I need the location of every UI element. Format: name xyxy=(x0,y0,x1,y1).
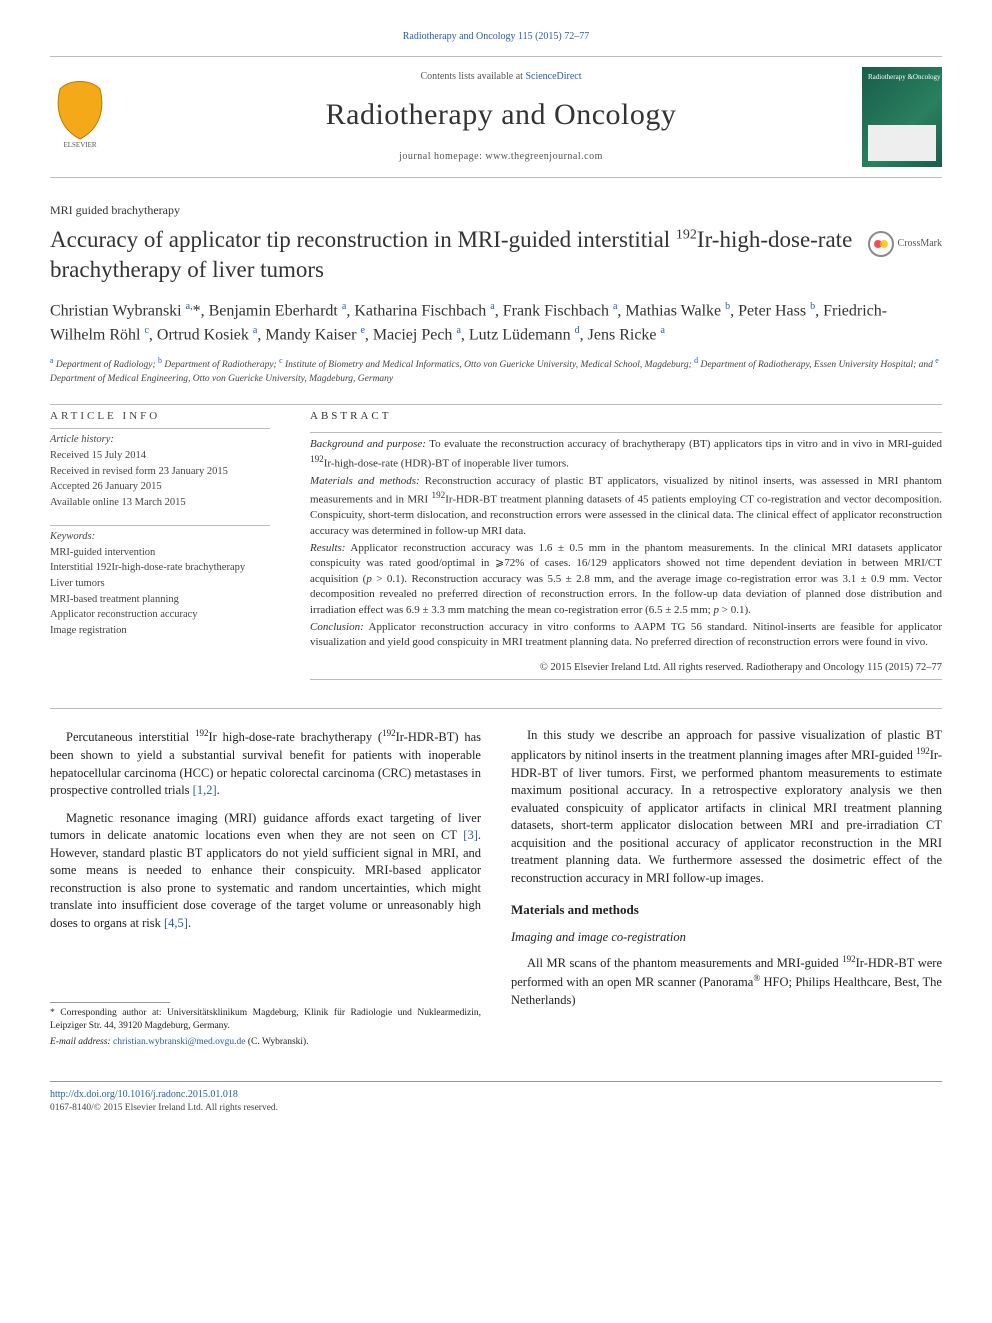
abstract: ABSTRACT Background and purpose: To eval… xyxy=(310,409,942,684)
history-item: Received 15 July 2014 xyxy=(50,449,270,464)
affiliations: a Department of Radiology; b Department … xyxy=(50,355,942,386)
abstract-paragraph: Conclusion: Applicator reconstruction ac… xyxy=(310,620,942,651)
keyword: Applicator reconstruction accuracy xyxy=(50,608,270,623)
svg-text:ELSEVIER: ELSEVIER xyxy=(63,141,96,149)
history-item: Received in revised form 23 January 2015 xyxy=(50,465,270,480)
doi-link[interactable]: http://dx.doi.org/10.1016/j.radonc.2015.… xyxy=(50,1089,238,1100)
abstract-paragraph: Materials and methods: Reconstruction ac… xyxy=(310,474,942,539)
article-info-heading: ARTICLE INFO xyxy=(50,409,270,424)
issn-copyright-line: 0167-8140/© 2015 Elsevier Ireland Ltd. A… xyxy=(50,1103,278,1113)
history-label: Article history: xyxy=(50,433,270,448)
history-item: Available online 13 March 2015 xyxy=(50,496,270,511)
journal-homepage-line: journal homepage: www.thegreenjournal.co… xyxy=(140,150,862,164)
keyword: Interstitial 192Ir-high-dose-rate brachy… xyxy=(50,561,270,576)
footnote-separator xyxy=(50,1002,170,1003)
body-column-right: In this study we describe an approach fo… xyxy=(511,727,942,1051)
keyword: MRI-based treatment planning xyxy=(50,593,270,608)
body-column-left: Percutaneous interstitial 192Ir high-dos… xyxy=(50,727,481,1051)
corresponding-author-footnote: * Corresponding author at: Universitätsk… xyxy=(50,1007,481,1034)
homepage-url: www.thegreenjournal.com xyxy=(485,151,602,162)
body-paragraph: Percutaneous interstitial 192Ir high-dos… xyxy=(50,727,481,799)
abstract-paragraph: Background and purpose: To evaluate the … xyxy=(310,437,942,471)
homepage-prefix: journal homepage: xyxy=(399,151,485,162)
article-title: Accuracy of applicator tip reconstructio… xyxy=(50,225,868,285)
article-history: Article history: Received 15 July 2014 R… xyxy=(50,433,270,510)
history-item: Accepted 26 January 2015 xyxy=(50,480,270,495)
keywords-label: Keywords: xyxy=(50,530,270,545)
cover-label: Radiotherapy &Oncology xyxy=(868,73,941,83)
divider xyxy=(310,679,942,680)
email-suffix: (C. Wybranski). xyxy=(245,1037,308,1047)
journal-cover-thumbnail: Radiotherapy &Oncology xyxy=(862,67,942,167)
journal-masthead: ELSEVIER Contents lists available at Sci… xyxy=(50,56,942,178)
divider xyxy=(50,708,942,709)
page-footer: http://dx.doi.org/10.1016/j.radonc.2015.… xyxy=(50,1081,942,1116)
top-citation: Radiotherapy and Oncology 115 (2015) 72–… xyxy=(50,30,942,44)
divider xyxy=(50,404,942,405)
sciencedirect-link[interactable]: ScienceDirect xyxy=(525,71,581,82)
keywords-block: Keywords: MRI-guided intervention Inters… xyxy=(50,530,270,639)
section-heading-materials: Materials and methods xyxy=(511,901,942,919)
body-two-column: Percutaneous interstitial 192Ir high-dos… xyxy=(50,727,942,1051)
keyword: MRI-guided intervention xyxy=(50,546,270,561)
contents-available-line: Contents lists available at ScienceDirec… xyxy=(140,70,862,84)
subsection-heading-imaging: Imaging and image co-registration xyxy=(511,929,942,947)
elsevier-logo: ELSEVIER xyxy=(50,79,120,154)
crossmark-icon xyxy=(868,231,894,257)
abstract-paragraph: Results: Applicator reconstruction accur… xyxy=(310,541,942,618)
body-paragraph: In this study we describe an approach fo… xyxy=(511,727,942,887)
email-label: E-mail address: xyxy=(50,1037,113,1047)
body-paragraph: Magnetic resonance imaging (MRI) guidanc… xyxy=(50,810,481,933)
crossmark-badge[interactable]: CrossMark xyxy=(868,231,942,257)
body-paragraph: All MR scans of the phantom measurements… xyxy=(511,953,942,1010)
author-list: Christian Wybranski a,*, Benjamin Eberha… xyxy=(50,299,942,348)
divider xyxy=(310,432,942,433)
email-footnote: E-mail address: christian.wybranski@med.… xyxy=(50,1036,481,1049)
crossmark-label: CrossMark xyxy=(898,237,942,251)
article-info-sidebar: ARTICLE INFO Article history: Received 1… xyxy=(50,409,270,684)
journal-title: Radiotherapy and Oncology xyxy=(140,94,862,136)
article-category: MRI guided brachytherapy xyxy=(50,202,942,219)
divider xyxy=(50,525,270,526)
keyword: Liver tumors xyxy=(50,577,270,592)
contents-prefix: Contents lists available at xyxy=(420,71,525,82)
abstract-heading: ABSTRACT xyxy=(310,409,942,424)
corresponding-email-link[interactable]: christian.wybranski@med.ovgu.de xyxy=(113,1037,246,1047)
divider xyxy=(50,428,270,429)
keyword: Image registration xyxy=(50,624,270,639)
abstract-copyright: © 2015 Elsevier Ireland Ltd. All rights … xyxy=(310,661,942,676)
